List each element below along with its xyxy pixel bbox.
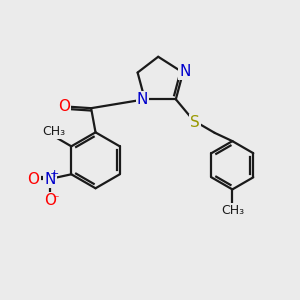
Text: O: O — [44, 193, 56, 208]
Text: N: N — [180, 64, 191, 79]
Text: O: O — [27, 172, 39, 187]
Text: CH₃: CH₃ — [42, 125, 65, 138]
Text: ⁻: ⁻ — [52, 194, 59, 206]
Text: N: N — [44, 172, 56, 187]
Text: +: + — [50, 169, 59, 179]
Text: N: N — [137, 92, 148, 107]
Text: S: S — [190, 116, 200, 130]
Text: O: O — [58, 99, 70, 114]
Text: CH₃: CH₃ — [221, 204, 244, 217]
